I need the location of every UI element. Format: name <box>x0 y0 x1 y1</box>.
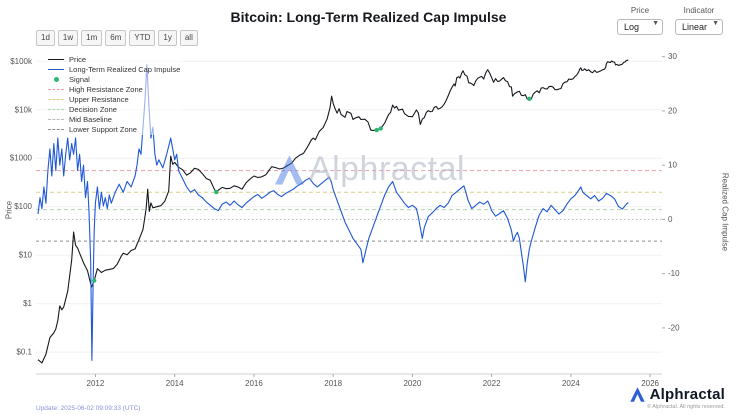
range-button-1w[interactable]: 1w <box>57 30 79 46</box>
legend-line-swatch <box>48 89 64 91</box>
right-axis-title: Realized Cap Impulse <box>720 172 730 252</box>
year-tick-label: 2020 <box>403 379 421 388</box>
impulse-line <box>37 64 629 361</box>
legend-line-swatch <box>48 119 64 121</box>
signal-marker <box>527 96 532 101</box>
legend-item[interactable]: Signal <box>48 76 180 84</box>
timeframe-toolbar: 1d 1w 1m 6m YTD 1y all <box>36 30 198 46</box>
legend-label: High Resistance Zone <box>69 85 143 94</box>
alphractal-logo-icon <box>629 387 645 402</box>
legend-item[interactable]: Upper Resistance <box>48 96 180 104</box>
legend-line-swatch <box>48 129 64 131</box>
impulse-tick-label: -10 <box>668 269 680 278</box>
legend-line-swatch <box>48 109 64 111</box>
range-button-1d[interactable]: 1d <box>36 30 55 46</box>
legend-label: Lower Support Zone <box>69 125 137 134</box>
legend-line-swatch <box>48 59 64 61</box>
price-tick-label: $10k <box>15 105 33 114</box>
year-tick-label: 2016 <box>245 379 263 388</box>
signal-marker <box>92 278 97 283</box>
price-scale-label: Price <box>630 6 650 15</box>
range-button-6m[interactable]: 6m <box>105 30 127 46</box>
left-axis-title: Price <box>4 200 14 220</box>
page-title: Bitcoin: Long-Term Realized Cap Impulse <box>230 9 507 25</box>
year-tick-label: 2012 <box>87 379 105 388</box>
brand-footer: Alphractal © Alphractal. All rights rese… <box>629 386 725 410</box>
year-tick-label: 2014 <box>166 379 184 388</box>
update-timestamp: Update: 2025-06-02 09:09:33 (UTC) <box>36 405 141 412</box>
axis-controls: Price Log ▼ Indicator Linear ▼ <box>617 6 723 35</box>
price-tick-label: $0.1 <box>16 348 32 357</box>
indicator-scale-label: Indicator <box>683 6 715 15</box>
brand-name: Alphractal <box>649 386 725 403</box>
legend-label: Decision Zone <box>69 105 117 114</box>
impulse-tick-label: -20 <box>668 323 680 332</box>
impulse-tick-label: 0 <box>668 215 673 224</box>
price-tick-label: $100 <box>14 202 32 211</box>
legend-label: Signal <box>69 75 90 84</box>
legend-dot-swatch <box>53 77 59 83</box>
legend-item[interactable]: Lower Support Zone <box>48 126 180 134</box>
legend-item[interactable]: Mid Baseline <box>48 116 180 124</box>
impulse-tick-label: 10 <box>668 161 677 170</box>
impulse-tick-label: 20 <box>668 106 677 115</box>
year-tick-label: 2018 <box>324 379 342 388</box>
legend-line-swatch <box>48 99 64 101</box>
range-button-1m[interactable]: 1m <box>81 30 103 46</box>
impulse-tick-label: 30 <box>668 52 677 61</box>
range-button-all[interactable]: all <box>179 30 198 46</box>
indicator-scale-control: Indicator Linear ▼ <box>675 6 723 35</box>
brand-copyright: © Alphractal. All rights reserved. <box>646 404 725 410</box>
price-tick-label: $1000 <box>10 154 33 163</box>
legend-label: Mid Baseline <box>69 115 112 124</box>
year-tick-label: 2022 <box>483 379 501 388</box>
price-tick-label: $10 <box>19 251 33 260</box>
price-line <box>37 59 629 364</box>
legend-item[interactable]: High Resistance Zone <box>48 86 180 94</box>
range-button-ytd[interactable]: YTD <box>129 30 156 46</box>
range-button-1y[interactable]: 1y <box>158 30 177 46</box>
indicator-scale-select[interactable]: Linear <box>675 19 723 35</box>
legend-label: Price <box>69 55 87 64</box>
chart-area: $100k $10k $1000 $100 $10 $1 $0.1 30 20 10 0 -10 -20… <box>0 44 737 397</box>
signal-marker <box>374 127 379 133</box>
signal-marker <box>378 126 383 131</box>
legend-item[interactable]: Price <box>48 56 180 64</box>
legend-line-swatch <box>48 69 64 71</box>
price-scale-select[interactable]: Log <box>617 19 663 35</box>
price-scale-control: Price Log ▼ <box>617 6 663 35</box>
legend-item[interactable]: Decision Zone <box>48 106 180 114</box>
legend-item[interactable]: Long-Term Realized Cap Impulse <box>48 66 180 74</box>
price-tick-label: $100k <box>10 57 33 66</box>
legend-label: Long-Term Realized Cap Impulse <box>69 65 181 74</box>
year-tick-label: 2026 <box>641 379 659 388</box>
year-tick-label: 2024 <box>562 379 580 388</box>
legend-label: Upper Resistance <box>69 95 129 104</box>
chart-svg[interactable]: $100k $10k $1000 $100 $10 $1 $0.1 30 20 10 0 -10 -20… <box>0 44 737 392</box>
signal-marker <box>214 189 219 195</box>
price-tick-label: $1 <box>23 299 32 308</box>
chart-legend: Price Long-Term Realized Cap Impulse Signa… <box>46 55 183 135</box>
